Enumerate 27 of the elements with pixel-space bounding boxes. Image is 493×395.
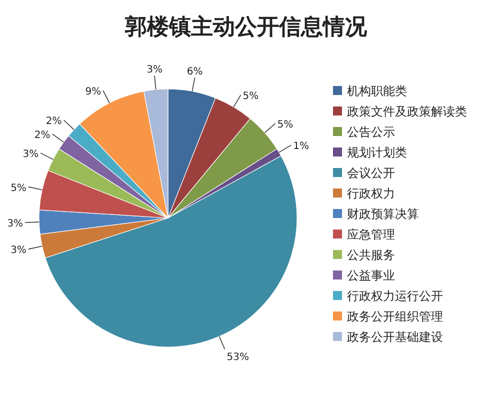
legend-label: 政务公开组织管理	[347, 310, 443, 324]
legend-label: 应急管理	[347, 228, 395, 242]
legend-label: 行政权力	[347, 186, 395, 200]
legend-label: 机构职能类	[347, 84, 407, 98]
legend-label: 政策文件及政策解读类	[347, 104, 467, 118]
data-label: 9%	[85, 86, 102, 98]
legend-label: 会议公开	[347, 166, 395, 180]
legend-label: 行政权力运行公开	[347, 289, 443, 303]
legend-label: 公共服务	[347, 248, 395, 262]
data-label: 2%	[34, 130, 50, 141]
legend-label: 公告公示	[347, 125, 395, 139]
legend-label: 财政预算决算	[347, 207, 419, 221]
legend-label: 政务公开基础建设	[347, 330, 443, 344]
data-label: 3%	[10, 245, 26, 256]
data-label: 3%	[146, 64, 162, 76]
data-label: 5%	[277, 119, 294, 130]
data-label: 6%	[186, 66, 203, 78]
legend-label: 规划计划类	[347, 146, 407, 160]
data-label: 3%	[22, 149, 39, 160]
data-label: 2%	[46, 116, 62, 128]
chart-title: 郭楼镇主动公开信息情况	[124, 14, 368, 40]
data-label: 3%	[7, 218, 24, 230]
data-label: 5%	[242, 90, 259, 102]
data-label: 53%	[226, 352, 250, 364]
data-label: 1%	[293, 141, 309, 152]
data-label: 5%	[10, 182, 26, 194]
legend-label: 公益事业	[347, 268, 395, 282]
